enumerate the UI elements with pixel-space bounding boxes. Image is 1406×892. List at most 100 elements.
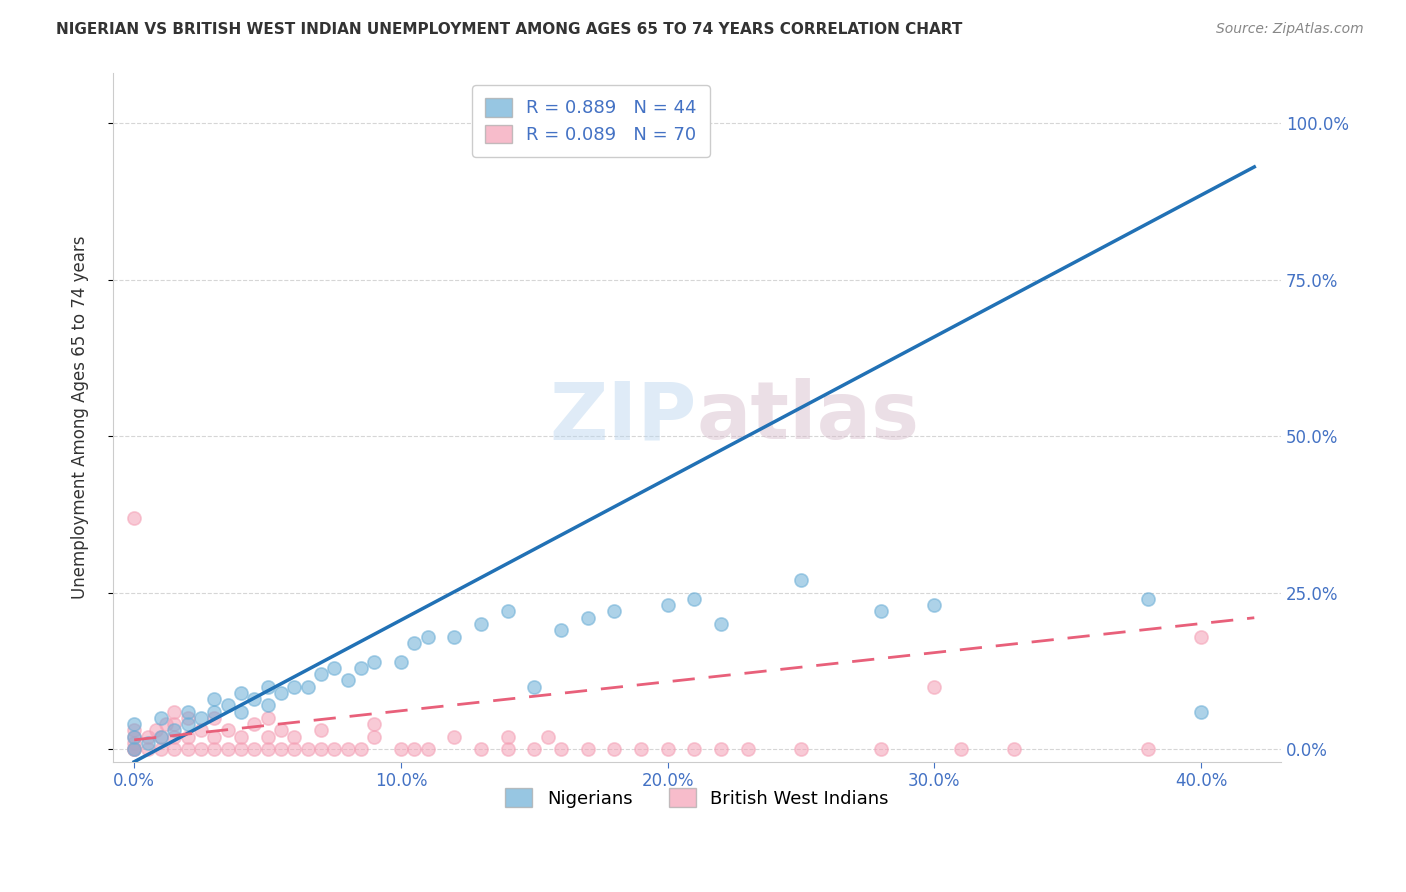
Point xyxy=(256,730,278,744)
Point xyxy=(149,730,172,744)
Point xyxy=(163,742,186,756)
Point xyxy=(163,717,186,731)
Point xyxy=(190,723,212,738)
Point xyxy=(1002,742,1025,756)
Point xyxy=(176,711,198,725)
Point xyxy=(496,730,519,744)
Point xyxy=(523,680,546,694)
Text: NIGERIAN VS BRITISH WEST INDIAN UNEMPLOYMENT AMONG AGES 65 TO 74 YEARS CORRELATI: NIGERIAN VS BRITISH WEST INDIAN UNEMPLOY… xyxy=(56,22,963,37)
Point xyxy=(297,680,319,694)
Point xyxy=(416,742,439,756)
Point xyxy=(363,730,385,744)
Point xyxy=(283,730,305,744)
Legend: Nigerians, British West Indians: Nigerians, British West Indians xyxy=(498,780,896,814)
Point xyxy=(550,742,572,756)
Point xyxy=(404,636,426,650)
Point xyxy=(1136,742,1159,756)
Point xyxy=(363,655,385,669)
Point xyxy=(630,742,652,756)
Point xyxy=(297,742,319,756)
Point xyxy=(336,673,359,688)
Point xyxy=(122,723,145,738)
Point xyxy=(603,605,626,619)
Point xyxy=(176,730,198,744)
Point xyxy=(149,742,172,756)
Y-axis label: Unemployment Among Ages 65 to 74 years: Unemployment Among Ages 65 to 74 years xyxy=(72,235,89,599)
Point xyxy=(1189,705,1212,719)
Point xyxy=(256,698,278,713)
Point xyxy=(470,617,492,632)
Point xyxy=(149,730,172,744)
Point xyxy=(122,730,145,744)
Point xyxy=(350,742,373,756)
Point xyxy=(550,624,572,638)
Point xyxy=(122,742,145,756)
Point xyxy=(163,730,186,744)
Point xyxy=(790,742,813,756)
Point xyxy=(496,605,519,619)
Point xyxy=(309,723,332,738)
Point xyxy=(256,742,278,756)
Point xyxy=(389,742,412,756)
Point xyxy=(155,717,177,731)
Point xyxy=(949,742,972,756)
Point xyxy=(523,742,546,756)
Point xyxy=(576,742,599,756)
Point xyxy=(683,742,706,756)
Point xyxy=(243,717,266,731)
Point xyxy=(710,742,733,756)
Point xyxy=(283,680,305,694)
Point xyxy=(270,723,292,738)
Point xyxy=(683,591,706,606)
Point xyxy=(217,723,239,738)
Point xyxy=(283,742,305,756)
Point xyxy=(603,742,626,756)
Point xyxy=(270,742,292,756)
Point xyxy=(363,717,385,731)
Point xyxy=(122,742,145,756)
Point xyxy=(163,705,186,719)
Point xyxy=(256,711,278,725)
Point xyxy=(404,742,426,756)
Point xyxy=(323,742,346,756)
Point xyxy=(922,680,945,694)
Point xyxy=(217,698,239,713)
Point xyxy=(309,667,332,681)
Point xyxy=(122,742,145,756)
Point xyxy=(389,655,412,669)
Point xyxy=(136,730,159,744)
Point xyxy=(229,705,252,719)
Point xyxy=(256,680,278,694)
Point xyxy=(336,742,359,756)
Point xyxy=(790,573,813,587)
Point xyxy=(163,723,186,738)
Point xyxy=(190,711,212,725)
Point xyxy=(229,730,252,744)
Point xyxy=(122,736,145,750)
Point xyxy=(136,736,159,750)
Point xyxy=(202,705,225,719)
Point xyxy=(176,742,198,756)
Point xyxy=(136,742,159,756)
Point xyxy=(443,730,465,744)
Point xyxy=(229,742,252,756)
Point xyxy=(576,611,599,625)
Point xyxy=(122,742,145,756)
Point xyxy=(243,692,266,706)
Point xyxy=(190,742,212,756)
Point xyxy=(270,686,292,700)
Point xyxy=(229,686,252,700)
Point xyxy=(145,723,167,738)
Point xyxy=(323,661,346,675)
Point xyxy=(536,730,558,744)
Point xyxy=(309,742,332,756)
Point xyxy=(122,717,145,731)
Point xyxy=(149,711,172,725)
Point xyxy=(922,599,945,613)
Text: atlas: atlas xyxy=(697,378,920,457)
Point xyxy=(122,730,145,744)
Point xyxy=(710,617,733,632)
Point xyxy=(217,742,239,756)
Point xyxy=(122,510,145,524)
Point xyxy=(202,742,225,756)
